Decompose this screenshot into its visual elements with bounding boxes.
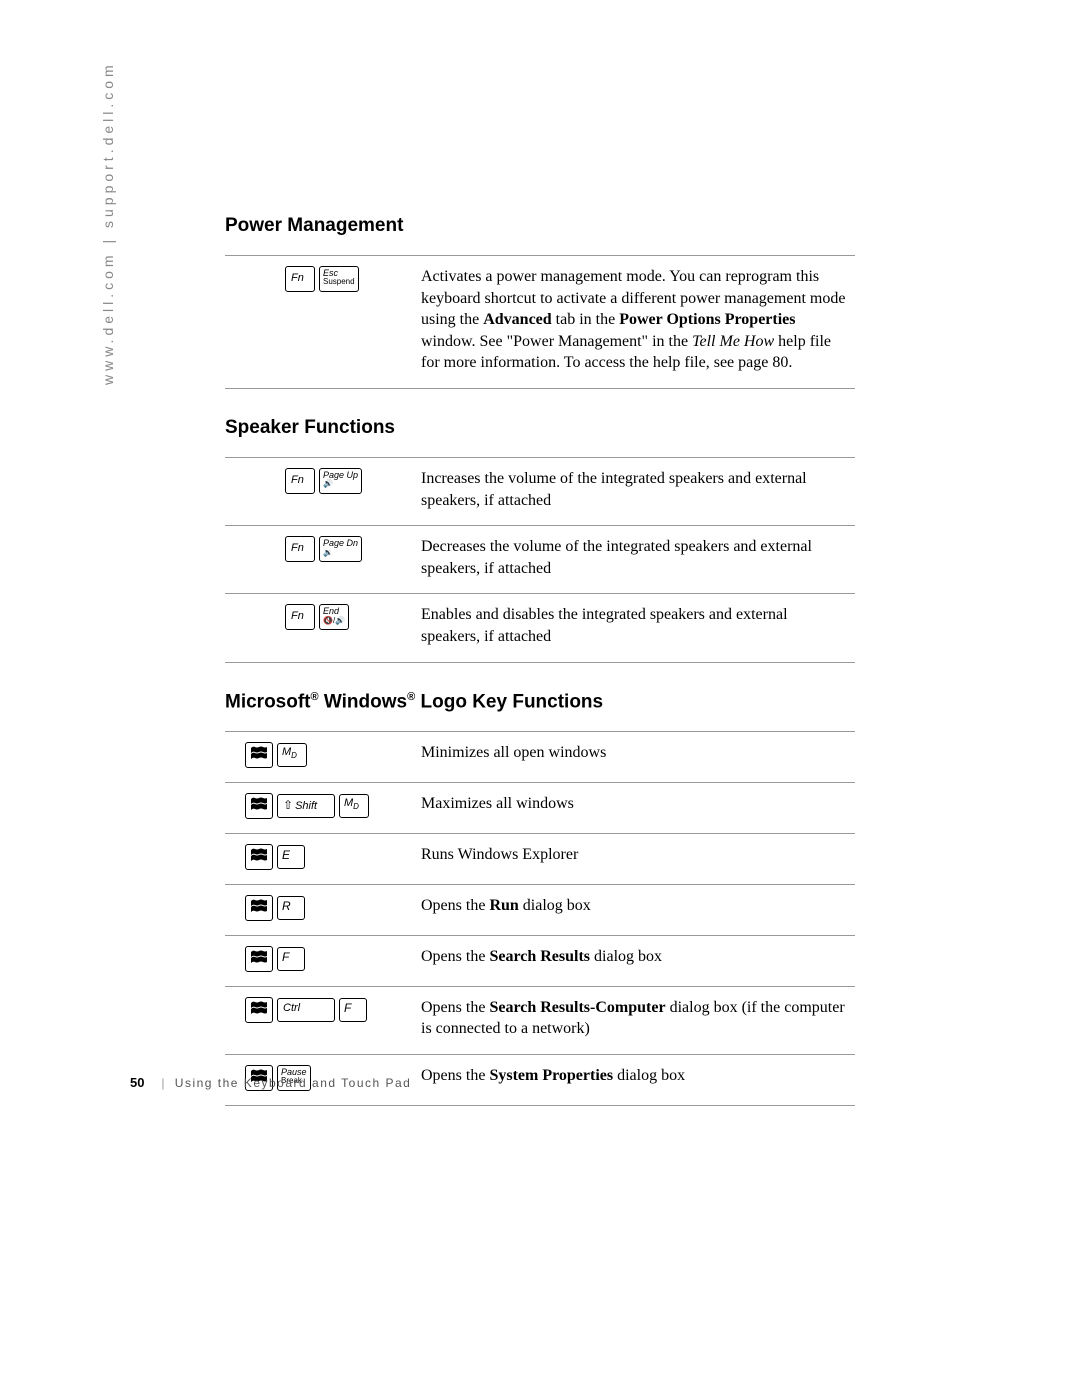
key-combo-cell: FnEscSuspend [225, 256, 415, 389]
description-cell: Maximizes all windows [415, 782, 855, 833]
key-combo-cell: FnPage Dn🔉 [225, 526, 415, 594]
table-row: F Opens the Search Results dialog box [225, 935, 855, 986]
footer-separator: | [161, 1076, 166, 1090]
key-combo-cell: R [225, 884, 415, 935]
key-fn: Fn [285, 266, 315, 292]
page-number: 50 [130, 1075, 144, 1090]
key-fn: Fn [285, 468, 315, 494]
table-row: R Opens the Run dialog box [225, 884, 855, 935]
key-end: End🔇/🔊 [319, 604, 349, 630]
description-cell: Minimizes all open windows [415, 731, 855, 782]
key-e: E [277, 845, 305, 869]
key-pagedn: Page Dn🔉 [319, 536, 362, 562]
table-row: FnPage Dn🔉Decreases the volume of the in… [225, 526, 855, 594]
description-cell: Opens the Search Results-Computer dialog… [415, 986, 855, 1054]
table-row: CtrlFOpens the Search Results-Computer d… [225, 986, 855, 1054]
key-combo-cell: CtrlF [225, 986, 415, 1054]
windows-logo-key-icon [245, 946, 273, 972]
key-fn: Fn [285, 604, 315, 630]
description-cell: Opens the System Properties dialog box [415, 1055, 855, 1106]
key-combo-cell: FnEnd🔇/🔊 [225, 594, 415, 662]
description-cell: Opens the Search Results dialog box [415, 935, 855, 986]
chapter-title: Using the Keyboard and Touch Pad [175, 1076, 412, 1090]
table-power-management: FnEscSuspendActivates a power management… [225, 255, 855, 389]
key-combo-cell: FnPage Up🔊 [225, 457, 415, 525]
windows-logo-key-icon [245, 997, 273, 1023]
table-row: FnEnd🔇/🔊Enables and disables the integra… [225, 594, 855, 662]
heading-windows-logo: Microsoft® Windows® Logo Key Functions [225, 691, 855, 713]
heading-power-management: Power Management [225, 215, 855, 237]
key-combo-cell: F [225, 935, 415, 986]
description-cell: Activates a power management mode. You c… [415, 256, 855, 389]
description-cell: Opens the Run dialog box [415, 884, 855, 935]
windows-logo-key-icon [245, 895, 273, 921]
key-combo-cell: ⇧ShiftMD [225, 782, 415, 833]
table-row: FnEscSuspendActivates a power management… [225, 256, 855, 389]
table-windows-logo: MDMinimizes all open windows⇧ShiftMDMaxi… [225, 731, 855, 1106]
description-cell: Runs Windows Explorer [415, 833, 855, 884]
key-esc: EscSuspend [319, 266, 359, 292]
key-m: MD [339, 794, 369, 818]
key-m: MD [277, 743, 307, 767]
key-r: R [277, 896, 305, 920]
key-ctrl: Ctrl [277, 998, 335, 1022]
table-row: FnPage Up🔊Increases the volume of the in… [225, 457, 855, 525]
table-speaker-functions: FnPage Up🔊Increases the volume of the in… [225, 457, 855, 663]
page-content: Power Management FnEscSuspendActivates a… [225, 215, 855, 1134]
windows-logo-key-icon [245, 844, 273, 870]
sidebar-url: www.dell.com | support.dell.com [100, 61, 116, 385]
table-row: E Runs Windows Explorer [225, 833, 855, 884]
page-footer: 50 | Using the Keyboard and Touch Pad [130, 1075, 411, 1090]
windows-logo-key-icon [245, 793, 273, 819]
description-cell: Enables and disables the integrated spea… [415, 594, 855, 662]
key-f: F [339, 998, 367, 1022]
windows-logo-key-icon [245, 742, 273, 768]
key-pageup: Page Up🔊 [319, 468, 362, 494]
table-row: MD Minimizes all open windows [225, 731, 855, 782]
key-f: F [277, 947, 305, 971]
description-cell: Increases the volume of the integrated s… [415, 457, 855, 525]
key-combo-cell: E [225, 833, 415, 884]
heading-speaker-functions: Speaker Functions [225, 417, 855, 439]
key-combo-cell: MD [225, 731, 415, 782]
table-row: ⇧ShiftMDMaximizes all windows [225, 782, 855, 833]
description-cell: Decreases the volume of the integrated s… [415, 526, 855, 594]
key-fn: Fn [285, 536, 315, 562]
key-shift: ⇧Shift [277, 794, 335, 818]
